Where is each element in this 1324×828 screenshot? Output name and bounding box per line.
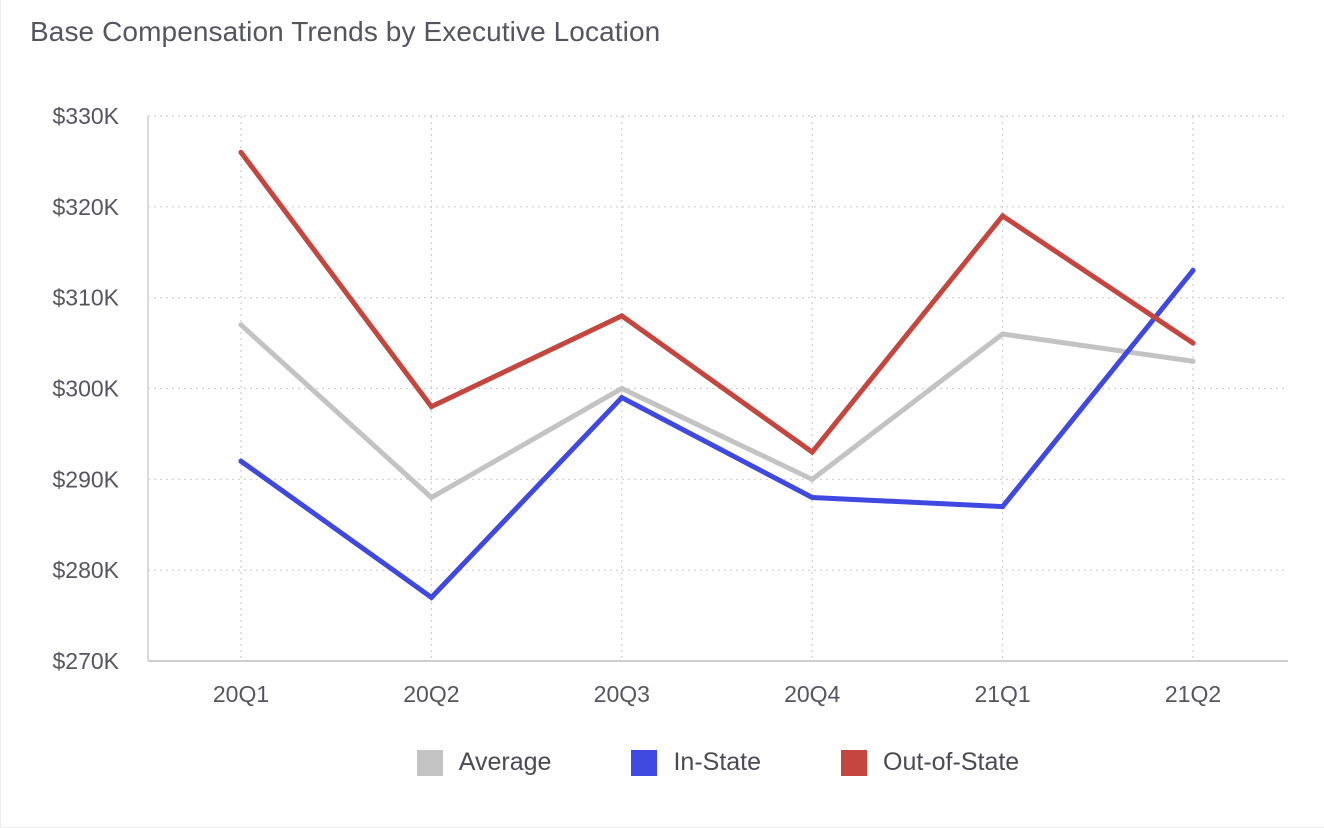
y-tick-label: $270K [52,648,119,674]
data-point-in-state[interactable] [809,495,815,500]
x-tick-label: 21Q2 [1165,681,1221,707]
data-point-average[interactable] [238,322,244,328]
y-tick-label: $290K [52,466,119,492]
axis-layer [147,116,1288,662]
legend-swatch-out-of-state [841,749,868,776]
legend-label-out-of-state: Out-of-State [883,748,1020,776]
legend-item-out-of-state[interactable]: Out-of-State [841,748,1019,777]
series-layer [238,149,1196,601]
line-chart: $270K $280K $290K $300K $310K $320K $330K 20Q1 2… [52,103,1288,707]
label-layer: $270K $280K $290K $300K $310K $320K $330K 20Q1 2… [52,103,1221,707]
x-tick-label: 20Q4 [784,681,840,707]
data-point-average[interactable] [809,476,815,482]
legend-item-in-state[interactable]: In-State [631,748,761,777]
data-point-out-of-state[interactable] [1000,213,1006,219]
legend-label-average: Average [458,748,552,776]
x-tick-label: 21Q1 [974,681,1030,707]
data-point-out-of-state[interactable] [238,149,244,155]
y-tick-label: $320K [52,194,119,220]
data-point-out-of-state[interactable] [428,404,434,410]
series-line-in-state[interactable] [238,267,1196,601]
data-point-average[interactable] [428,495,434,500]
data-point-out-of-state[interactable] [1190,340,1196,346]
data-point-average[interactable] [619,386,625,391]
data-point-average[interactable] [1190,358,1196,364]
chart-title: Base Compensation Trends by Executive Lo… [30,16,661,47]
grid-layer [148,115,1288,661]
legend-item-average[interactable]: Average [416,748,552,777]
x-tick-label: 20Q3 [594,681,650,707]
series-line-average[interactable] [238,322,1196,501]
series-line-out-of-state[interactable] [238,149,1196,456]
data-point-in-state[interactable] [238,458,244,464]
y-tick-label: $330K [52,103,119,129]
data-point-in-state[interactable] [619,395,625,401]
data-point-average[interactable] [1000,331,1006,337]
legend-swatch-in-state [631,749,658,776]
legend-swatch-average [416,749,443,776]
data-point-in-state[interactable] [428,594,434,600]
data-point-in-state[interactable] [1190,267,1196,273]
data-point-out-of-state[interactable] [809,449,815,455]
chart-legend: Average In-State Out-of-State [1,748,1324,777]
data-point-out-of-state[interactable] [619,313,625,319]
x-tick-label: 20Q2 [403,681,459,707]
data-point-in-state[interactable] [1000,504,1006,510]
y-tick-label: $280K [52,557,119,583]
y-tick-label: $310K [52,285,119,311]
legend-label-in-state: In-State [673,748,762,776]
y-tick-label: $300K [52,376,119,402]
x-tick-label: 20Q1 [213,681,269,707]
